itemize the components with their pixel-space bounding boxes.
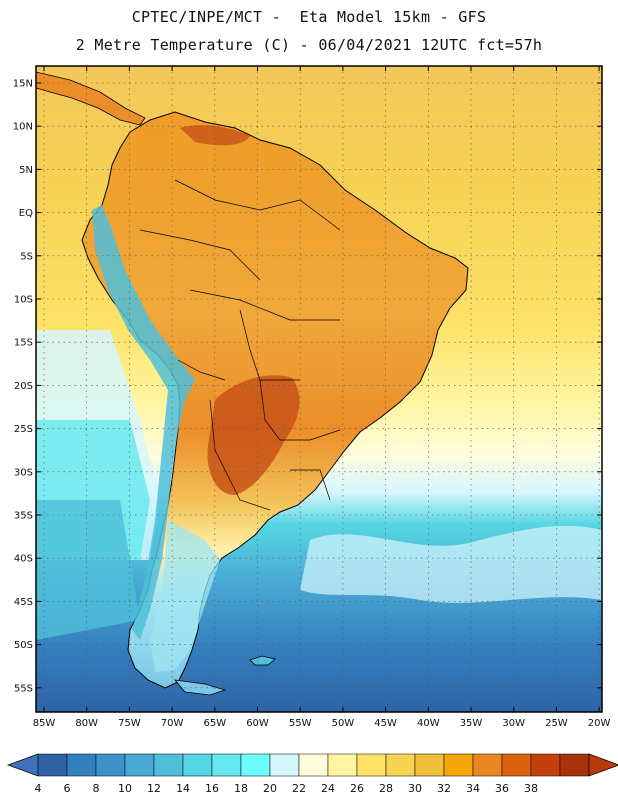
lat-label: EQ (19, 208, 33, 219)
lat-label: 5N (19, 165, 33, 176)
lat-label: 55S (14, 683, 33, 694)
colorbar (6, 753, 618, 777)
lon-label: 25W (545, 718, 568, 729)
colorbar-swatch (385, 753, 416, 777)
latitude-labels: 15N 10N 5N EQ 5S 10S 15S 20S 25S 30S 35S 40S 45S 50S 5… (13, 79, 33, 695)
colorbar-swatch (66, 753, 97, 777)
lat-label: 5S (20, 251, 33, 262)
colorbar-label: 34 (466, 782, 480, 795)
lon-label: 85W (33, 718, 56, 729)
tierra-del-fuego (174, 679, 227, 696)
hot-core-chaco (207, 375, 300, 495)
andes-cold-band (92, 205, 195, 640)
colorbar-swatch (124, 753, 155, 777)
colorbar-label: 6 (64, 782, 71, 795)
axis-ticks (36, 66, 602, 712)
colorbar-swatch (327, 753, 358, 777)
country-borders (139, 179, 341, 511)
colorbar-label: 20 (263, 782, 277, 795)
map-frame (35, 65, 603, 713)
lon-label: 30W (502, 718, 525, 729)
colorbar-swatch (472, 753, 503, 777)
colorbar-label: 30 (408, 782, 422, 795)
colorbar-label: 18 (234, 782, 248, 795)
colorbar-label: 14 (176, 782, 190, 795)
lon-label: 50W (332, 718, 355, 729)
colorbar-labels: 4 6 8 10 12 14 16 18 20 22 24 26 28 30 32 34 36 38 (35, 782, 539, 795)
colorbar-swatch (269, 753, 300, 777)
map-subtitle: 2 Metre Temperature (C) - 06/04/2021 12U… (75, 36, 543, 54)
colorbar-swatch (182, 753, 213, 777)
lon-label: 45W (374, 718, 397, 729)
colorbar-label: 22 (292, 782, 306, 795)
colorbar-label: 16 (205, 782, 219, 795)
colorbar-label: 28 (379, 782, 393, 795)
colorbar-label: 32 (437, 782, 451, 795)
colorbar-label: 4 (35, 782, 42, 795)
lon-label: 65W (203, 718, 226, 729)
lon-label: 75W (118, 718, 141, 729)
colorbar-label: 10 (118, 782, 132, 795)
lat-label: 10N (13, 122, 33, 133)
colorbar-label: 24 (321, 782, 335, 795)
lon-label: 20W (588, 718, 611, 729)
colorbar-label: 8 (93, 782, 100, 795)
lon-label: 55W (289, 718, 312, 729)
longitude-labels: 85W 80W 75W 70W 65W 60W 55W 50W 45W 40W 35W 30W 25W 2… (33, 718, 611, 729)
atlantic-cool-zone (300, 525, 602, 603)
colorbar-swatch (530, 753, 561, 777)
lat-label: 30S (14, 467, 33, 478)
colorbar-swatch (298, 753, 329, 777)
pacific-colder-zone (36, 500, 140, 640)
hot-core-north (180, 125, 250, 146)
colorbar-swatch (356, 753, 387, 777)
colorbar-swatch (153, 753, 184, 777)
lat-label: 15S (14, 338, 33, 349)
map-title: CPTEC/INPE/MCT - Eta Model 15km - GFS (131, 8, 487, 26)
lat-label: 45S (14, 597, 33, 608)
lat-label: 15N (13, 79, 33, 90)
colorbar-under-arrow (6, 753, 39, 777)
lon-label: 60W (246, 718, 269, 729)
lat-label: 40S (14, 554, 33, 565)
lat-label: 35S (14, 511, 33, 522)
colorbar-swatch (559, 753, 590, 777)
lon-label: 35W (460, 718, 483, 729)
lat-label: 50S (14, 640, 33, 651)
colorbar-swatch (501, 753, 532, 777)
graticule (36, 66, 602, 712)
lat-label: 10S (14, 295, 33, 306)
colorbar-swatch (414, 753, 445, 777)
colorbar-swatch (37, 753, 68, 777)
colorbar-swatch (211, 753, 242, 777)
central-america-land (36, 71, 146, 126)
colorbar-label: 26 (350, 782, 364, 795)
lat-label: 20S (14, 381, 33, 392)
lon-label: 40W (417, 718, 440, 729)
colorbar-label: 36 (495, 782, 509, 795)
colorbar-swatch (240, 753, 271, 777)
colorbar-label: 12 (147, 782, 161, 795)
colorbar-swatch (95, 753, 126, 777)
colorbar-over-arrow (588, 753, 618, 777)
lat-label: 25S (14, 424, 33, 435)
colorbar-swatch (443, 753, 474, 777)
lon-label: 70W (161, 718, 184, 729)
colorbar-label: 38 (524, 782, 538, 795)
falkland-islands (249, 655, 276, 666)
lon-label: 80W (75, 718, 98, 729)
